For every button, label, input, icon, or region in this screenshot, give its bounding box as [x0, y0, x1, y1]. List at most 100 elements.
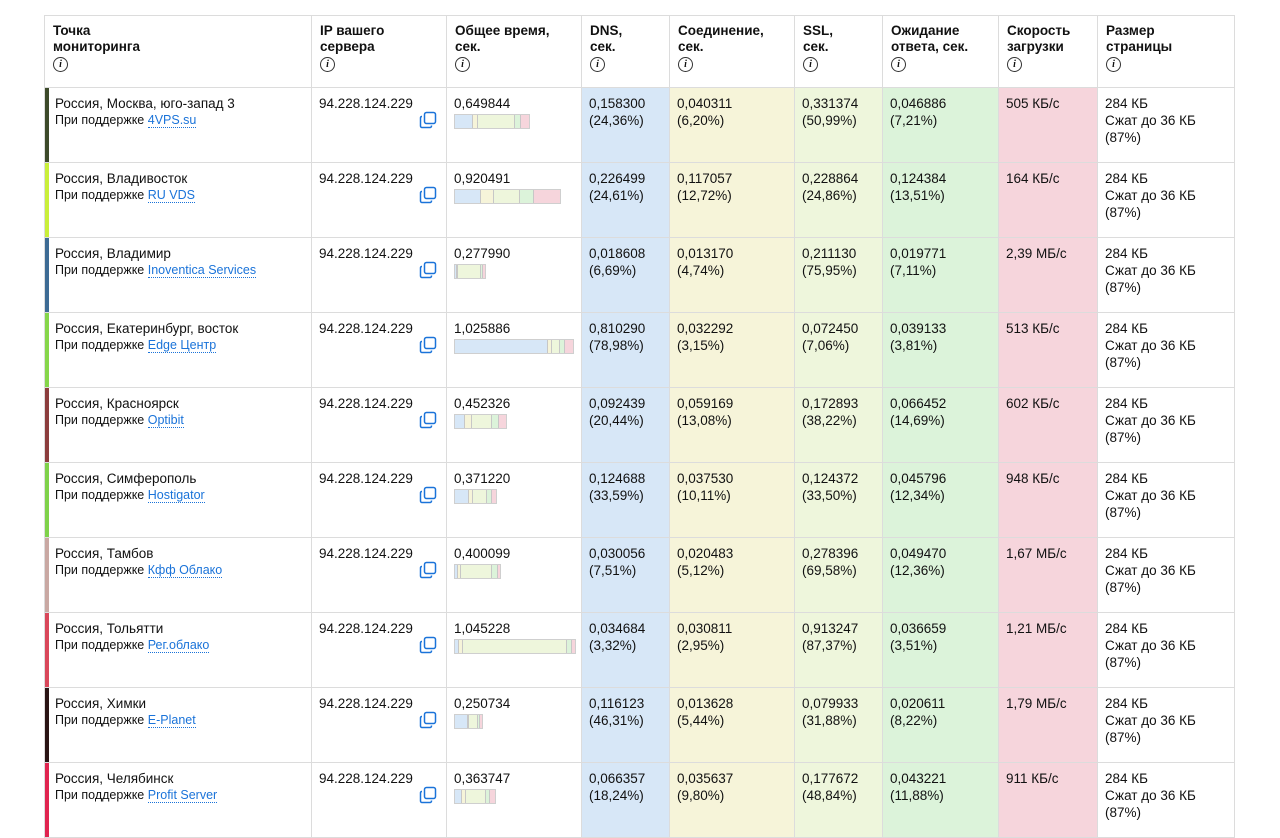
dns-cell: 0,124688 (33,59%)	[581, 462, 670, 538]
info-icon[interactable]: i	[590, 57, 605, 72]
provider-link[interactable]: Рег.облако	[147, 638, 210, 653]
page-size: 284 КБ	[1105, 96, 1148, 111]
location-cell: Россия, Тольятти При поддержке Рег.облако	[44, 612, 312, 688]
timing-bar-segment-ssl	[458, 265, 482, 278]
column-header-label: сек.	[590, 39, 616, 54]
wait-cell: 0,036659 (3,51%)	[882, 612, 999, 688]
total-time-value: 0,400099	[454, 546, 511, 561]
provider-link[interactable]: Hostigator	[147, 488, 205, 503]
copy-icon[interactable]	[418, 785, 438, 805]
copy-icon[interactable]	[418, 185, 438, 205]
compression-percent: (87%)	[1105, 730, 1142, 745]
conn-value: 0,013628	[677, 696, 734, 711]
timing-bar-segment-download	[483, 265, 485, 278]
conn-percent: (9,80%)	[677, 788, 725, 803]
compression-percent: (87%)	[1105, 655, 1142, 670]
timing-bar-segment-dns	[455, 790, 463, 803]
copy-icon[interactable]	[418, 485, 438, 505]
page-size-cell: 284 КБ Сжат до 36 КБ (87%)	[1097, 387, 1235, 463]
total-time-cell: 0,250734	[446, 687, 582, 763]
copy-icon[interactable]	[418, 635, 438, 655]
compression-percent: (87%)	[1105, 505, 1142, 520]
column-header-ip: IP вашего сервера i	[311, 15, 447, 88]
compressed-size: Сжат до 36 КБ	[1105, 638, 1196, 653]
timing-bar-segment-ssl	[472, 415, 492, 428]
speed-cell: 1,67 МБ/с	[998, 537, 1098, 613]
server-ip: 94.228.124.229	[319, 471, 413, 486]
ssl-cell: 0,177672 (48,84%)	[794, 762, 883, 838]
column-header-total: Общее время, сек. i	[446, 15, 582, 88]
download-speed: 1,67 МБ/с	[1006, 546, 1067, 561]
column-header-label: сек.	[803, 39, 829, 54]
copy-icon[interactable]	[418, 110, 438, 130]
info-icon[interactable]: i	[891, 57, 906, 72]
timing-bar	[454, 114, 530, 129]
info-icon[interactable]: i	[320, 57, 335, 72]
dns-cell: 0,092439 (20,44%)	[581, 387, 670, 463]
speed-cell: 505 КБ/с	[998, 87, 1098, 163]
info-icon[interactable]: i	[1106, 57, 1121, 72]
location-name: Россия, Симферополь	[55, 471, 197, 486]
dns-cell: 0,018608 (6,69%)	[581, 237, 670, 313]
dns-value: 0,158300	[589, 96, 646, 111]
timing-bar-segment-ssl	[494, 190, 521, 203]
timing-bar	[454, 339, 574, 354]
conn-percent: (10,11%)	[677, 488, 731, 503]
provider-link[interactable]: Inoventica Services	[147, 263, 257, 278]
support-prefix: При поддержке	[55, 638, 145, 652]
copy-icon[interactable]	[418, 260, 438, 280]
page-size-cell: 284 КБ Сжат до 36 КБ (87%)	[1097, 312, 1235, 388]
info-icon[interactable]: i	[53, 57, 68, 72]
compressed-size: Сжат до 36 КБ	[1105, 338, 1196, 353]
compression-percent: (87%)	[1105, 280, 1142, 295]
wait-value: 0,066452	[890, 396, 947, 411]
table-row: Россия, Москва, юго-запад 3 При поддержке…	[44, 87, 1235, 163]
conn-percent: (3,15%)	[677, 338, 725, 353]
total-time-cell: 0,277990	[446, 237, 582, 313]
support-line: При поддержке Profit Server	[55, 787, 304, 804]
provider-link[interactable]: E-Planet	[147, 713, 196, 728]
copy-icon[interactable]	[418, 710, 438, 730]
timing-bar-segment-wait	[486, 490, 492, 503]
provider-link[interactable]: 4VPS.su	[147, 113, 197, 128]
info-icon[interactable]: i	[678, 57, 693, 72]
dns-value: 0,092439	[589, 396, 646, 411]
copy-icon[interactable]	[418, 560, 438, 580]
location-cell: Россия, Москва, юго-запад 3 При поддержке…	[44, 87, 312, 163]
provider-link[interactable]: Кфф Облако	[147, 563, 223, 578]
dns-percent: (7,51%)	[589, 563, 637, 578]
conn-percent: (5,12%)	[677, 563, 725, 578]
location-cell: Россия, Красноярск При поддержке Optibit	[44, 387, 312, 463]
location-color-stripe	[45, 163, 49, 237]
info-icon[interactable]: i	[1007, 57, 1022, 72]
info-icon[interactable]: i	[803, 57, 818, 72]
ssl-value: 0,211130	[802, 246, 857, 261]
wait-cell: 0,046886 (7,21%)	[882, 87, 999, 163]
page-size: 284 КБ	[1105, 246, 1148, 261]
copy-icon[interactable]	[418, 335, 438, 355]
provider-link[interactable]: RU VDS	[147, 188, 195, 203]
server-ip: 94.228.124.229	[319, 171, 413, 186]
provider-link[interactable]: Edge Центр	[147, 338, 217, 353]
total-time-value: 1,025886	[454, 321, 511, 336]
provider-link[interactable]: Profit Server	[147, 788, 218, 803]
total-time-value: 0,363747	[454, 771, 511, 786]
info-icon[interactable]: i	[455, 57, 470, 72]
total-time-value: 0,649844	[454, 96, 511, 111]
download-speed: 1,79 МБ/с	[1006, 696, 1067, 711]
column-header-label: DNS,	[590, 23, 623, 38]
server-ip: 94.228.124.229	[319, 96, 413, 111]
provider-link[interactable]: Optibit	[147, 413, 184, 428]
ssl-cell: 0,124372 (33,50%)	[794, 462, 883, 538]
location-name: Россия, Химки	[55, 696, 147, 711]
compressed-size: Сжат до 36 КБ	[1105, 788, 1196, 803]
download-speed: 1,21 МБ/с	[1006, 621, 1067, 636]
table-row: Россия, Симферополь При поддержке Hostiga…	[44, 462, 1235, 538]
ssl-cell: 0,211130 (75,95%)	[794, 237, 883, 313]
copy-icon[interactable]	[418, 410, 438, 430]
column-header-label: сек.	[678, 39, 704, 54]
location-color-stripe	[45, 613, 49, 687]
timing-bar-segment-conn	[458, 565, 461, 578]
location-color-stripe	[45, 463, 49, 537]
column-header-label: IP вашего	[320, 23, 385, 38]
